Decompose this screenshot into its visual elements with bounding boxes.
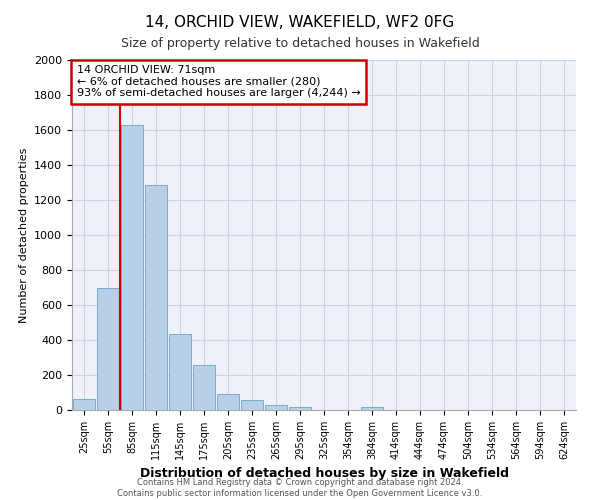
Bar [97, 288, 119, 410]
X-axis label: Distribution of detached houses by size in Wakefield: Distribution of detached houses by size … [139, 468, 509, 480]
Text: 14, ORCHID VIEW, WAKEFIELD, WF2 0FG: 14, ORCHID VIEW, WAKEFIELD, WF2 0FG [145, 15, 455, 30]
Y-axis label: Number of detached properties: Number of detached properties [19, 148, 29, 322]
Bar [241, 400, 263, 410]
Bar [265, 405, 287, 410]
Text: 14 ORCHID VIEW: 71sqm
← 6% of detached houses are smaller (280)
93% of semi-deta: 14 ORCHID VIEW: 71sqm ← 6% of detached h… [77, 66, 361, 98]
Bar [73, 398, 95, 410]
Text: Contains HM Land Registry data © Crown copyright and database right 2024.
Contai: Contains HM Land Registry data © Crown c… [118, 478, 482, 498]
Bar [289, 406, 311, 410]
Bar [121, 124, 143, 410]
Bar [193, 366, 215, 410]
Text: Size of property relative to detached houses in Wakefield: Size of property relative to detached ho… [121, 38, 479, 51]
Bar [145, 185, 167, 410]
Bar [217, 394, 239, 410]
Bar [361, 408, 383, 410]
Bar [169, 334, 191, 410]
